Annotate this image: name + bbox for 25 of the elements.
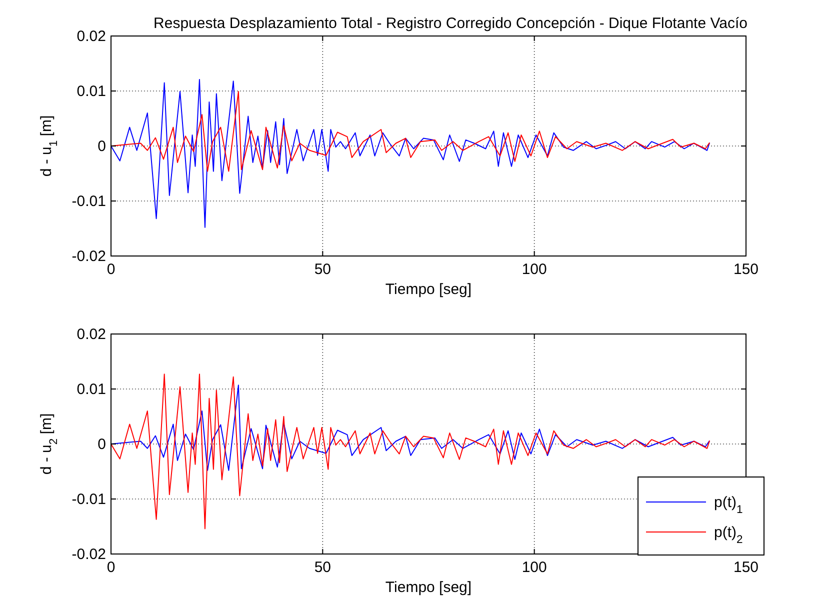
- line-series: [111, 78, 710, 228]
- y-tick-label: 0: [98, 138, 106, 155]
- x-tick-label: 50: [314, 559, 332, 576]
- x-tick-label: 150: [733, 559, 759, 576]
- line-series: [111, 374, 710, 530]
- y-tick-label: -0.02: [72, 248, 106, 265]
- y-tick-label: -0.01: [72, 193, 106, 210]
- y-tick-label: 0.01: [76, 381, 106, 398]
- y-tick-label: 0.02: [76, 28, 106, 45]
- y-tick-label: -0.01: [72, 491, 106, 508]
- legend-label: p(t)$_{1}$: [714, 494, 743, 516]
- chart-title: Respuesta Desplazamiento Total - Registro Corregido Concepción - Dique Flotante Vacío: [154, 15, 748, 32]
- y-tick-label: 0.02: [76, 326, 106, 343]
- line-series: [111, 384, 710, 471]
- x-tick-label: 100: [522, 559, 547, 576]
- legend-label: p(t)$_{2}$: [714, 524, 743, 546]
- x-axis-title: Tiempo [seg]: [385, 579, 472, 596]
- y-tick-label: 0: [98, 436, 106, 453]
- x-axis-title: Tiempo [seg]: [385, 281, 472, 298]
- x-tick-label: 100: [522, 261, 547, 278]
- x-tick-label: 150: [733, 261, 759, 278]
- y-tick-label: -0.02: [72, 546, 106, 563]
- x-tick-label: 50: [314, 261, 332, 278]
- y-tick-label: 0.01: [76, 83, 106, 100]
- line-series: [111, 91, 710, 172]
